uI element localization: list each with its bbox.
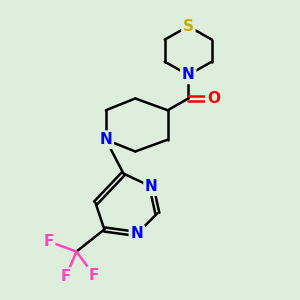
Text: O: O bbox=[207, 91, 220, 106]
Text: N: N bbox=[145, 179, 158, 194]
Text: F: F bbox=[43, 234, 54, 249]
Text: N: N bbox=[130, 226, 143, 242]
Text: F: F bbox=[89, 268, 99, 283]
Text: N: N bbox=[100, 132, 112, 147]
Text: F: F bbox=[61, 269, 71, 284]
Text: S: S bbox=[183, 19, 194, 34]
Text: N: N bbox=[182, 68, 195, 82]
